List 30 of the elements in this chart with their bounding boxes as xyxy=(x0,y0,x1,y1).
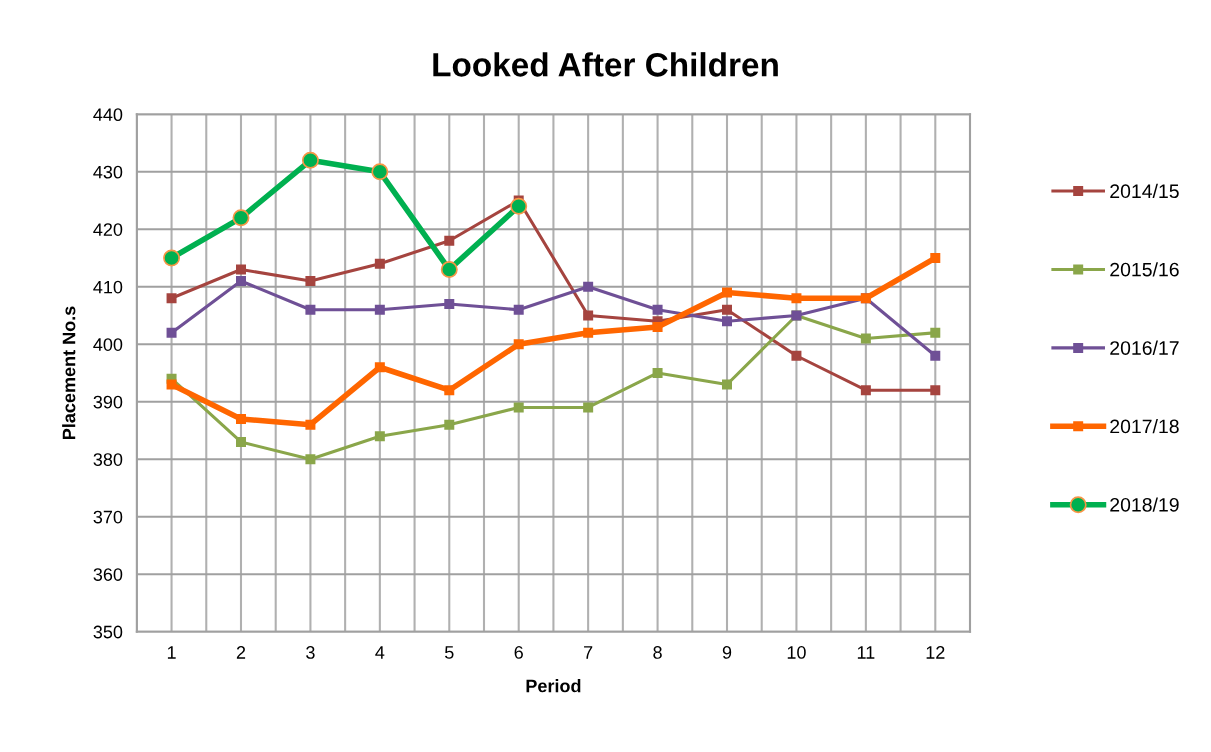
y-tick-label: 380 xyxy=(93,453,123,466)
x-tick-label: 9 xyxy=(722,646,732,659)
x-tick-label: 1 xyxy=(167,646,176,659)
legend-label: 2015/16 xyxy=(1110,262,1179,277)
x-axis-title: Period xyxy=(526,679,581,693)
y-tick-label: 400 xyxy=(93,338,123,351)
y-tick-label: 360 xyxy=(93,568,123,581)
legend-label: 2018/19 xyxy=(1110,497,1179,512)
x-tick-label: 7 xyxy=(584,646,593,659)
legend-label: 2014/15 xyxy=(1110,183,1179,199)
y-tick-label: 420 xyxy=(93,223,123,236)
y-axis-title: Placement No.s xyxy=(62,306,76,440)
y-tick-label: 440 xyxy=(93,108,123,122)
y-tick-label: 410 xyxy=(93,280,123,294)
x-tick-label: 12 xyxy=(926,646,945,659)
x-tick-label: 6 xyxy=(514,646,523,659)
x-tick-label: 11 xyxy=(857,646,875,659)
x-tick-label: 3 xyxy=(306,646,315,659)
y-tick-label: 370 xyxy=(93,510,123,524)
x-tick-label: 4 xyxy=(375,646,385,659)
x-tick-label: 8 xyxy=(653,646,662,659)
y-tick-label: 390 xyxy=(93,395,123,409)
x-tick-label: 2 xyxy=(236,646,246,659)
y-tick-label: 430 xyxy=(93,165,123,179)
x-tick-label: 10 xyxy=(787,646,806,659)
chart-title: Looked After Children xyxy=(433,52,778,77)
legend-label: 2017/18 xyxy=(1110,419,1179,434)
x-tick-label: 5 xyxy=(444,646,454,659)
legend-label: 2016/17 xyxy=(1110,340,1179,355)
y-tick-label: 350 xyxy=(93,625,123,639)
